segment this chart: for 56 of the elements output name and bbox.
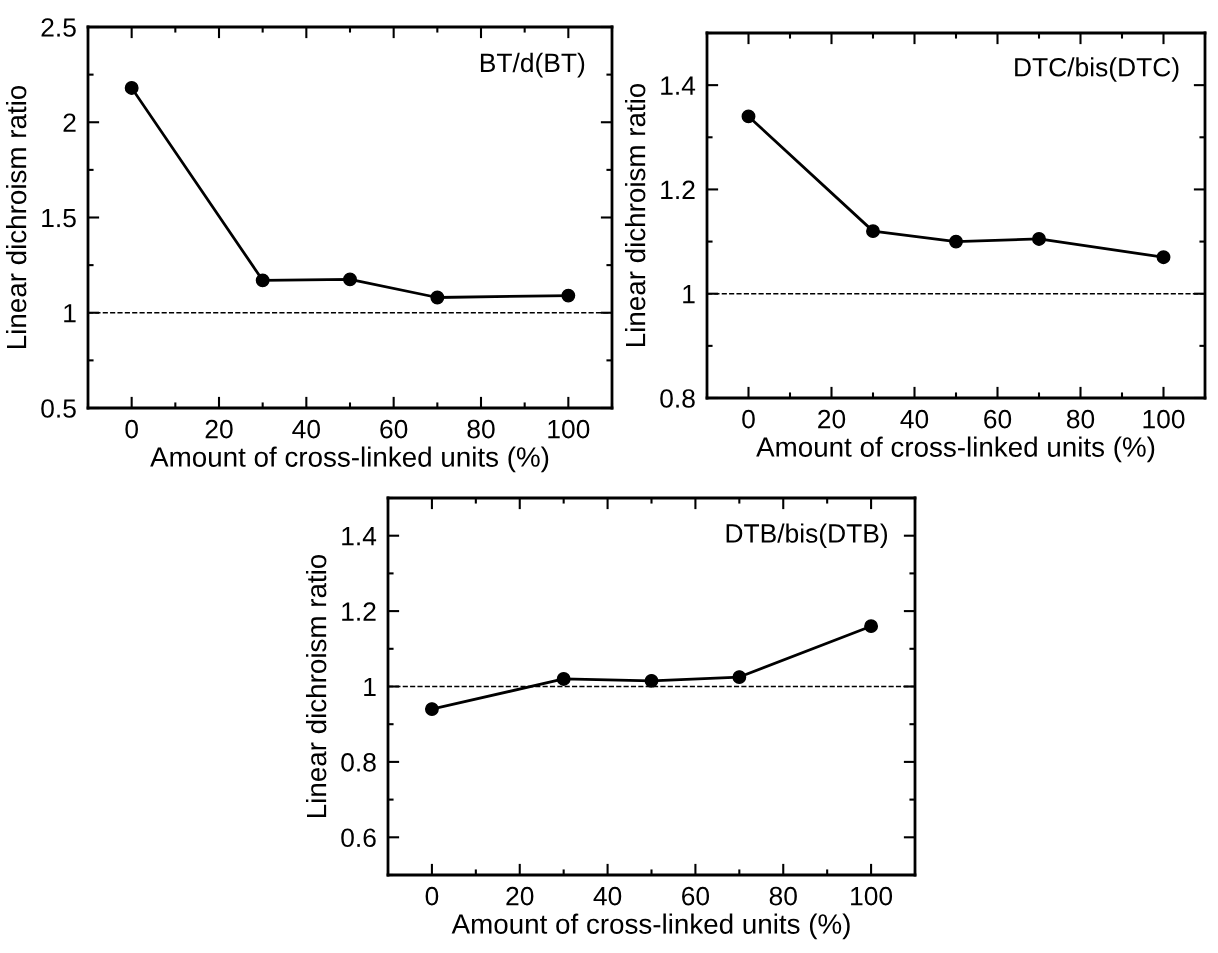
- y-tick-label: 0.8: [341, 753, 376, 772]
- y-axis-title: Linear dichroism ratio: [305, 554, 327, 817]
- x-tick-label: 0: [425, 886, 439, 906]
- point: [949, 234, 963, 249]
- y-axis-title: Linear dichroism ratio: [624, 83, 646, 346]
- y-tick-label: 2.5: [41, 18, 76, 37]
- point: [644, 673, 659, 688]
- y-tick-label: 1.4: [342, 527, 377, 546]
- y-tick-label: 0.8: [660, 389, 695, 408]
- x-tick-label: 40: [593, 886, 622, 906]
- y-tick-label: 1: [64, 304, 76, 323]
- annotation: DTC/bis(DTC): [1015, 57, 1179, 82]
- point: [556, 672, 571, 686]
- x-tick-label: 100: [1143, 409, 1185, 429]
- annotation: DTB/bis(DTB): [726, 523, 888, 548]
- point: [732, 670, 747, 685]
- point: [864, 619, 879, 634]
- x-tick-label: 100: [851, 886, 893, 906]
- y-tick-label: 1.2: [661, 180, 695, 199]
- y-tick-label: 1.5: [42, 208, 76, 228]
- point: [1032, 232, 1046, 246]
- x-tick-label: 20: [818, 409, 846, 429]
- x-tick-label: 60: [380, 419, 408, 439]
- x-tick-label: 40: [292, 419, 320, 439]
- y-tick-label: 1.4: [661, 76, 696, 95]
- point: [424, 702, 439, 717]
- point: [741, 109, 756, 124]
- y-tick-label: 0.5: [41, 399, 76, 418]
- x-tick-label: 80: [769, 886, 797, 906]
- x-axis-title: Amount of cross-linked units (%): [451, 913, 850, 940]
- y-tick-label: 1: [683, 285, 695, 304]
- x-axis-title: Amount of cross-linked units (%): [756, 436, 1155, 463]
- x-tick-label: 20: [205, 419, 233, 439]
- point: [124, 81, 139, 95]
- y-axis-title: Linear dichroism ratio: [5, 85, 27, 348]
- x-tick-label: 100: [548, 419, 590, 439]
- annotation: BT/d(BT): [480, 52, 585, 78]
- point: [866, 224, 880, 239]
- point: [343, 272, 357, 287]
- point: [561, 288, 576, 303]
- y-tick-label: 1.2: [342, 602, 376, 621]
- point: [255, 273, 270, 288]
- x-tick-label: 80: [1066, 409, 1095, 429]
- x-axis-title: Amount of cross-linked units (%): [150, 446, 549, 473]
- x-tick-label: 60: [984, 409, 1012, 429]
- x-tick-label: 60: [682, 886, 710, 906]
- x-tick-label: 20: [506, 886, 534, 906]
- x-tick-label: 40: [900, 409, 929, 429]
- y-tick-label: 1: [364, 677, 376, 697]
- x-tick-label: 0: [742, 409, 755, 429]
- y-tick-label: 2: [63, 113, 76, 132]
- y-tick-label: 0.6: [341, 828, 376, 848]
- point: [430, 290, 445, 305]
- x-tick-label: 0: [125, 419, 138, 439]
- x-tick-label: 80: [467, 419, 495, 439]
- point: [1156, 250, 1171, 265]
